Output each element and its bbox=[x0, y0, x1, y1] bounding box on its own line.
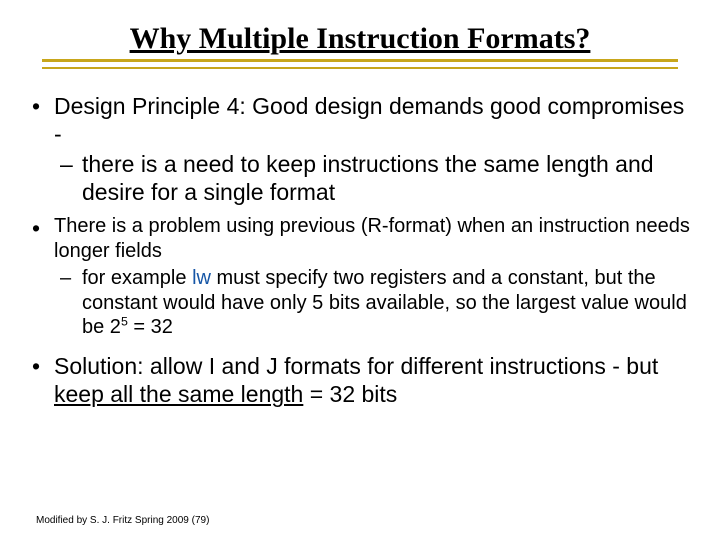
bullet-dot-icon: • bbox=[32, 214, 40, 243]
bullet-1-sub-text: there is a need to keep instructions the… bbox=[82, 151, 654, 205]
bullet-3-underline: keep all the same length bbox=[54, 381, 303, 407]
title-rule-top bbox=[42, 59, 678, 62]
title-wrap: Why Multiple Instruction Formats? bbox=[0, 0, 720, 56]
bullet-2-text: There is a problem using previous (R-for… bbox=[54, 215, 690, 262]
bullet-3: • Solution: allow I and J formats for di… bbox=[28, 352, 692, 408]
lw-keyword: lw bbox=[192, 267, 211, 289]
bullet-2-sub-post2: = 32 bbox=[128, 316, 173, 338]
bullet-1-text: Design Principle 4: Good design demands … bbox=[54, 93, 684, 147]
bullet-2-sublist: – for example lw must specify two regist… bbox=[54, 266, 692, 340]
bullet-list-3: • Solution: allow I and J formats for di… bbox=[28, 352, 692, 408]
bullet-2-sub-pre: for example bbox=[82, 267, 192, 289]
bullet-list-2: • There is a problem using previous (R-f… bbox=[28, 214, 692, 340]
dash-icon: – bbox=[60, 266, 71, 291]
dash-icon: – bbox=[60, 150, 73, 178]
bullet-2: • There is a problem using previous (R-f… bbox=[28, 214, 692, 340]
footer-text: Modified by S. J. Fritz Spring 2009 (79) bbox=[36, 515, 209, 526]
bullet-dot-icon: • bbox=[32, 92, 40, 120]
slide-body: • Design Principle 4: Good design demand… bbox=[0, 56, 720, 408]
bullet-1-sub: – there is a need to keep instructions t… bbox=[54, 150, 692, 206]
title-rule-bottom bbox=[42, 67, 678, 69]
bullet-1-sublist: – there is a need to keep instructions t… bbox=[54, 150, 692, 206]
bullet-dot-icon: • bbox=[32, 352, 40, 380]
slide-title: Why Multiple Instruction Formats? bbox=[0, 22, 720, 56]
bullet-2-sub: – for example lw must specify two regist… bbox=[54, 266, 692, 340]
bullet-3-pre: Solution: allow I and J formats for diff… bbox=[54, 353, 658, 379]
bullet-list: • Design Principle 4: Good design demand… bbox=[28, 92, 692, 206]
slide: Why Multiple Instruction Formats? • Desi… bbox=[0, 0, 720, 540]
bullet-3-post: = 32 bits bbox=[303, 381, 397, 407]
exponent: 5 bbox=[121, 315, 128, 329]
bullet-1: • Design Principle 4: Good design demand… bbox=[28, 92, 692, 206]
